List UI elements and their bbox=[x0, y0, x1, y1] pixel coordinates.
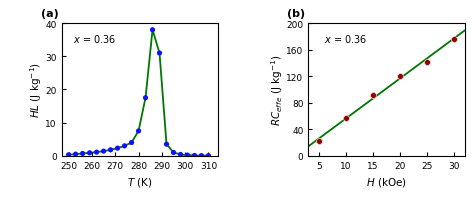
X-axis label: $T$ (K): $T$ (K) bbox=[127, 175, 153, 188]
Point bbox=[149, 29, 156, 32]
Point bbox=[423, 61, 430, 64]
Point bbox=[114, 147, 121, 150]
Point bbox=[170, 151, 177, 154]
Point bbox=[107, 148, 114, 152]
Point bbox=[100, 150, 108, 153]
Point bbox=[315, 140, 323, 143]
Point bbox=[191, 154, 198, 157]
Point bbox=[177, 153, 184, 156]
Y-axis label: $HL$ (J kg$^{-1}$): $HL$ (J kg$^{-1}$) bbox=[28, 62, 44, 118]
Y-axis label: $RC_{effe}$ (J kg$^{-1}$): $RC_{effe}$ (J kg$^{-1}$) bbox=[269, 55, 285, 125]
Text: (a): (a) bbox=[41, 9, 58, 19]
Text: $x$ = 0.36: $x$ = 0.36 bbox=[324, 33, 367, 45]
Point bbox=[135, 130, 142, 133]
Point bbox=[65, 153, 73, 157]
Point bbox=[163, 143, 170, 146]
Point bbox=[184, 154, 191, 157]
Point bbox=[142, 97, 149, 100]
Point bbox=[342, 117, 350, 120]
Point bbox=[198, 154, 205, 157]
Point bbox=[205, 154, 212, 157]
Point bbox=[396, 75, 404, 78]
Point bbox=[369, 94, 377, 97]
Point bbox=[450, 38, 457, 41]
Point bbox=[121, 144, 128, 148]
Text: (b): (b) bbox=[287, 9, 305, 19]
Point bbox=[128, 141, 136, 144]
Text: $x$ = 0.36: $x$ = 0.36 bbox=[73, 33, 116, 45]
Point bbox=[156, 52, 164, 55]
Point bbox=[86, 151, 93, 155]
Point bbox=[72, 153, 80, 156]
Point bbox=[93, 151, 100, 154]
Point bbox=[79, 152, 86, 155]
X-axis label: $H$ (kOe): $H$ (kOe) bbox=[366, 175, 407, 188]
